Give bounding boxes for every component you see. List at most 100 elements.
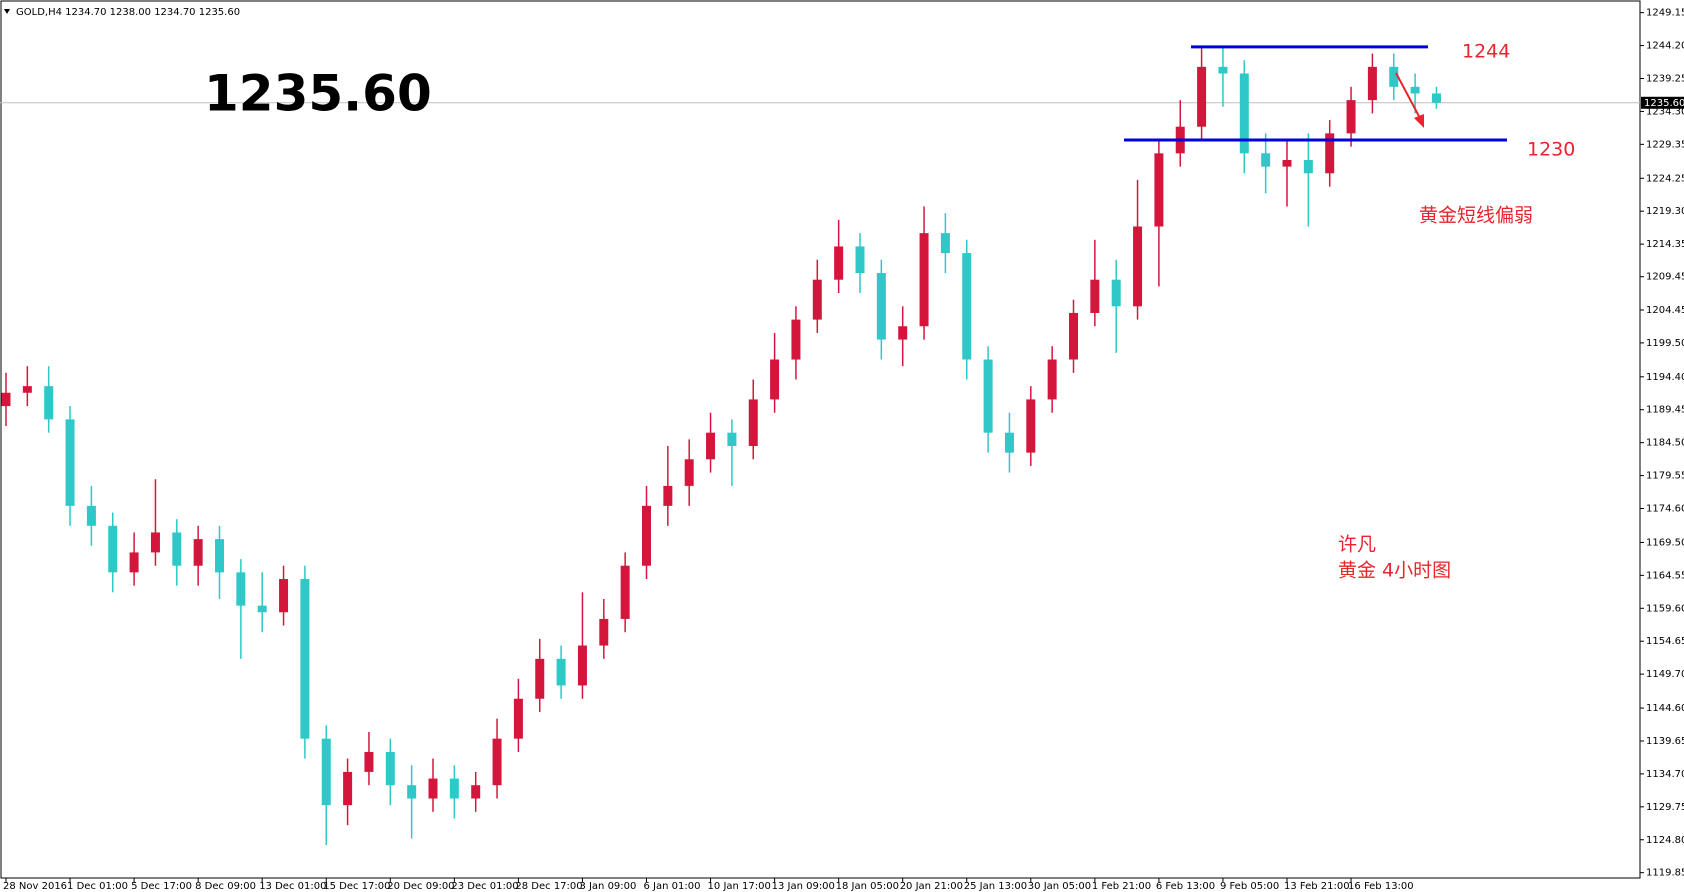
candle-body (1133, 226, 1143, 307)
candle-body (812, 279, 822, 320)
level-label: 1244 (1462, 40, 1510, 62)
candle-body (663, 485, 673, 506)
x-tick-label: 6 Feb 13:00 (1156, 881, 1215, 892)
x-tick-label: 20 Dec 09:00 (387, 881, 454, 892)
y-tick-label: 1229.35 (1646, 139, 1684, 150)
y-tick-label: 1249.15 (1646, 8, 1684, 19)
candle-body (834, 246, 844, 280)
candle-body (215, 539, 224, 573)
candle-body (172, 532, 182, 566)
y-tick-label: 1169.50 (1646, 537, 1684, 548)
y-tick-label: 1149.70 (1646, 669, 1684, 680)
candle-body (364, 751, 374, 772)
candle-body (1325, 133, 1335, 174)
candle-body (22, 386, 32, 393)
x-tick-label: 9 Feb 05:00 (1220, 881, 1279, 892)
candle-body (1069, 312, 1078, 360)
candle-body (1431, 93, 1441, 103)
candle-body (492, 738, 502, 786)
y-tick-label: 1204.45 (1646, 305, 1684, 316)
y-tick-label: 1239.25 (1646, 73, 1684, 84)
y-tick-label: 1159.60 (1646, 603, 1684, 614)
candle-body (727, 432, 737, 446)
candle-body (940, 233, 950, 254)
candle-body (556, 658, 566, 686)
candle-body (257, 605, 267, 613)
y-tick-label: 1209.45 (1646, 272, 1684, 283)
candle-body (684, 459, 694, 486)
candle-body (1367, 66, 1377, 101)
x-tick-label: 1 Feb 21:00 (1092, 881, 1151, 892)
arrow-head (1414, 114, 1424, 128)
candle-body (599, 618, 609, 646)
x-tick-label: 5 Dec 17:00 (131, 881, 192, 892)
candle-body (898, 326, 908, 340)
candle-body (642, 505, 651, 566)
candle-body (770, 359, 780, 400)
big-price: 1235.60 (204, 65, 432, 123)
y-tick-label: 1184.50 (1646, 438, 1684, 449)
candle-body (129, 552, 139, 573)
candle-body (962, 253, 972, 360)
candle-body (577, 645, 587, 686)
y-tick-label: 1129.75 (1646, 802, 1684, 813)
x-tick-label: 13 Dec 01:00 (259, 881, 326, 892)
candle-body (1047, 359, 1057, 400)
candle-body (471, 785, 481, 799)
candle-body (1261, 153, 1271, 167)
candle-body (1346, 100, 1356, 134)
x-tick-label: 28 Nov 2016 (3, 881, 67, 892)
y-tick-label: 1164.55 (1646, 570, 1684, 581)
y-tick-label: 1174.60 (1646, 504, 1684, 515)
x-tick-label: 28 Dec 17:00 (515, 881, 582, 892)
current-price-box (1641, 96, 1684, 109)
candle-body (1218, 66, 1228, 74)
plot-frame (0, 0, 1641, 879)
caption: 黄金 4小时图 (1338, 560, 1451, 582)
candle-body (428, 778, 438, 799)
y-tick-label: 1244.20 (1646, 41, 1684, 52)
y-tick-label: 1119.85 (1646, 868, 1684, 879)
candle-body (983, 359, 993, 433)
candle-body (1239, 73, 1249, 154)
candle-body (407, 785, 417, 799)
candle-body (86, 505, 96, 526)
current-price-label: 1235.60 (1644, 98, 1684, 109)
x-tick-label: 20 Jan 21:00 (900, 881, 963, 892)
candle-body (150, 532, 160, 553)
y-tick-label: 1224.25 (1646, 173, 1684, 184)
x-tick-label: 1 Dec 01:00 (67, 881, 128, 892)
candle-body (1, 392, 11, 407)
x-tick-label: 25 Jan 13:00 (964, 881, 1027, 892)
x-tick-label: 10 Jan 17:00 (708, 881, 771, 892)
x-tick-label: 13 Feb 21:00 (1284, 881, 1350, 892)
header: GOLD,H4 1234.70 1238.00 1234.70 1235.60 (16, 7, 240, 18)
y-tick-label: 1124.80 (1646, 835, 1684, 846)
candle-body (1197, 66, 1207, 127)
header-triangle (4, 9, 10, 14)
x-tick-label: 8 Dec 09:00 (195, 881, 256, 892)
candle-body (1389, 66, 1399, 87)
y-tick-label: 1144.60 (1646, 703, 1684, 714)
y-tick-label: 1179.55 (1646, 471, 1684, 482)
candle-body (1026, 399, 1036, 453)
candle-body (1111, 279, 1121, 307)
candle-body (513, 698, 523, 739)
candle-body (385, 751, 395, 786)
x-tick-label: 30 Jan 05:00 (1028, 881, 1091, 892)
candle-body (343, 771, 353, 806)
candle-body (193, 539, 203, 566)
x-tick-label: 13 Jan 09:00 (772, 881, 835, 892)
x-tick-label: 3 Jan 09:00 (579, 881, 636, 892)
candle-body (108, 525, 118, 573)
candle-body (236, 572, 246, 606)
y-tick-label: 1134.70 (1646, 769, 1684, 780)
x-tick-label: 16 Feb 13:00 (1348, 881, 1414, 892)
candle-body (300, 579, 310, 739)
y-tick-label: 1214.35 (1646, 239, 1684, 250)
candle-body (748, 399, 758, 446)
candle-body (855, 246, 865, 274)
candle-body (791, 319, 801, 360)
candle-body (44, 386, 54, 420)
